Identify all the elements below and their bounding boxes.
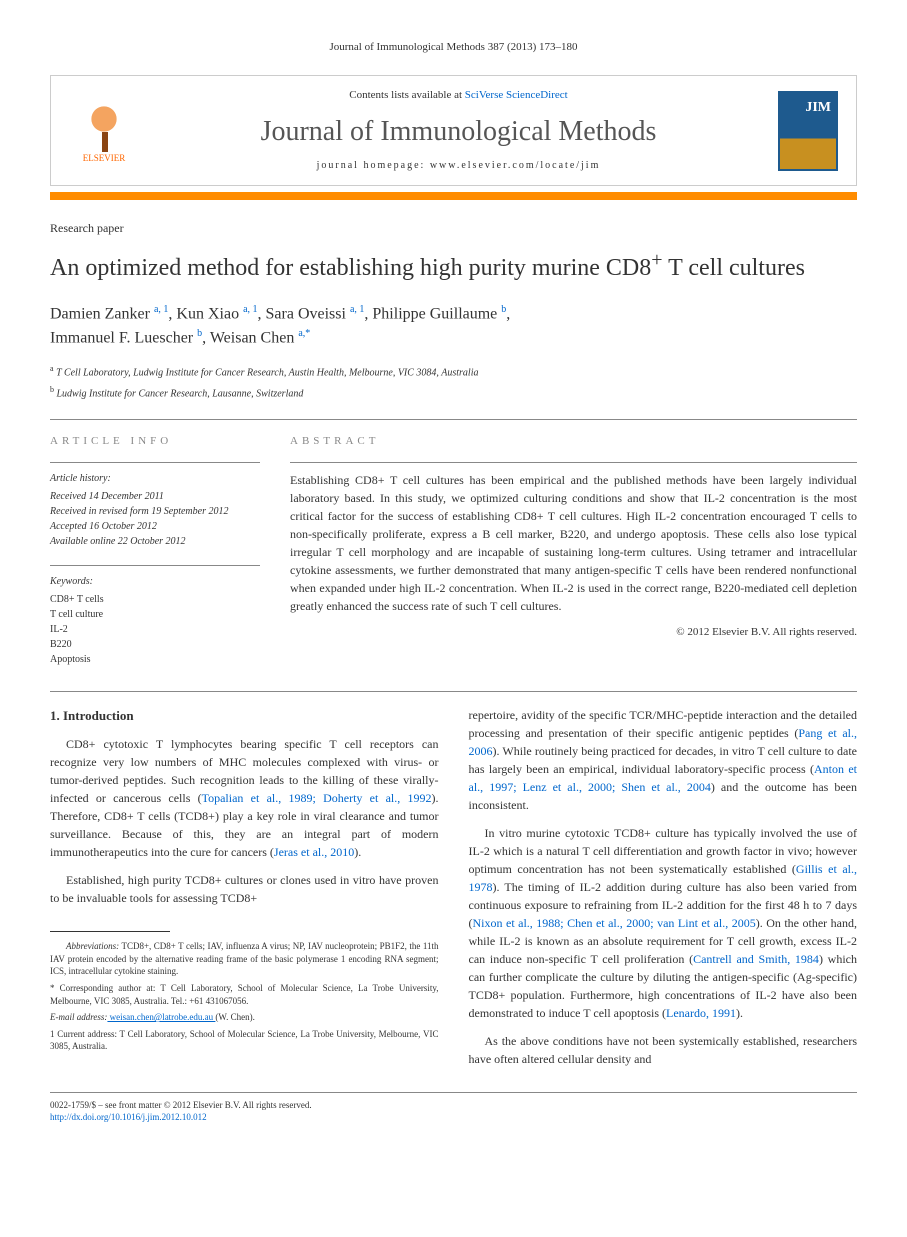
body-col-right: repertoire, avidity of the specific TCR/… xyxy=(469,706,858,1078)
author-1: Damien Zanker xyxy=(50,305,150,322)
journal-header-box: ELSEVIER Contents lists available at Sci… xyxy=(50,75,857,186)
abstract-label: ABSTRACT xyxy=(290,434,857,449)
p2-a: Established, high purity TCD8+ cultures … xyxy=(50,873,439,905)
affil-b-text: Ludwig Institute for Cancer Research, La… xyxy=(57,388,304,399)
article-info-col: ARTICLE INFO Article history: Received 1… xyxy=(50,434,260,666)
title-sup: + xyxy=(651,249,662,271)
curr-label: 1 Current address: xyxy=(50,1029,120,1039)
issn-line: 0022-1759/$ – see front matter © 2012 El… xyxy=(50,1099,857,1112)
footnotes: Abbreviations: TCD8+, CD8+ T cells; IAV,… xyxy=(50,940,439,1053)
title-pre: An optimized method for establishing hig… xyxy=(50,255,651,281)
doi-link[interactable]: http://dx.doi.org/10.1016/j.jim.2012.10.… xyxy=(50,1112,207,1122)
affil-a-text: T Cell Laboratory, Ludwig Institute for … xyxy=(56,367,478,378)
article-history: Article history: Received 14 December 20… xyxy=(50,471,260,549)
fn-corresponding: * Corresponding author at: T Cell Labora… xyxy=(50,982,439,1007)
footnote-divider xyxy=(50,931,170,932)
bottom-info: 0022-1759/$ – see front matter © 2012 El… xyxy=(50,1099,857,1124)
corresponding-star: * xyxy=(305,328,310,339)
email-suffix: (W. Chen). xyxy=(215,1012,254,1022)
p1-c: ). xyxy=(354,845,361,859)
received-date: Received 14 December 2011 xyxy=(50,491,164,502)
contents-prefix: Contents lists available at xyxy=(349,89,464,101)
intro-heading: 1. Introduction xyxy=(50,706,439,726)
abstract-text: Establishing CD8+ T cell cultures has be… xyxy=(290,471,857,615)
kw-4: B220 xyxy=(50,639,72,650)
keywords-label: Keywords: xyxy=(50,574,260,589)
homepage-url: www.elsevier.com/locate/jim xyxy=(430,160,601,171)
kw-2: T cell culture xyxy=(50,609,103,620)
cite-cantrell[interactable]: Cantrell and Smith, 1984 xyxy=(693,952,819,966)
p3-b: ). While routinely being practiced for d… xyxy=(469,744,858,776)
author-3-affil: a, 1 xyxy=(350,304,364,315)
article-info-label: ARTICLE INFO xyxy=(50,434,260,449)
homepage-prefix: journal homepage: xyxy=(317,160,430,171)
author-2-affil: a, 1 xyxy=(243,304,257,315)
abstract-copyright: © 2012 Elsevier B.V. All rights reserved… xyxy=(290,625,857,640)
intro-p2: Established, high purity TCD8+ cultures … xyxy=(50,871,439,907)
cite-lenardo[interactable]: Lenardo, 1991 xyxy=(666,1006,736,1020)
kw-3: IL-2 xyxy=(50,624,68,635)
intro-p5: As the above conditions have not been sy… xyxy=(469,1032,858,1068)
kw-1: CD8+ T cells xyxy=(50,594,104,605)
journal-cover-thumbnail xyxy=(778,91,838,171)
elsevier-logo: ELSEVIER xyxy=(69,91,139,171)
intro-p1: CD8+ cytotoxic T lymphocytes bearing spe… xyxy=(50,735,439,861)
abbrev-label: Abbreviations: xyxy=(66,941,119,951)
article-title: An optimized method for establishing hig… xyxy=(50,247,857,284)
kw-5: Apoptosis xyxy=(50,654,91,665)
author-4: Philippe Guillaume xyxy=(372,305,497,322)
body-columns: 1. Introduction CD8+ cytotoxic T lymphoc… xyxy=(50,706,857,1078)
bottom-divider xyxy=(50,1092,857,1093)
corr-label: * Corresponding author at: xyxy=(50,983,160,993)
elsevier-tree-icon xyxy=(79,97,129,152)
abstract-col: ABSTRACT Establishing CD8+ T cell cultur… xyxy=(290,434,857,666)
author-5: Immanuel F. Luescher xyxy=(50,330,193,347)
author-list: Damien Zanker a, 1, Kun Xiao a, 1, Sara … xyxy=(50,302,857,351)
revised-date: Received in revised form 19 September 20… xyxy=(50,506,228,517)
contents-line: Contents lists available at SciVerse Sci… xyxy=(139,88,778,103)
title-post: T cell cultures xyxy=(663,255,805,281)
keywords: Keywords: CD8+ T cells T cell culture IL… xyxy=(50,574,260,667)
intro-p4: In vitro murine cytotoxic TCD8+ culture … xyxy=(469,824,858,1022)
intro-p3: repertoire, avidity of the specific TCR/… xyxy=(469,706,858,814)
fn-abbrev: Abbreviations: TCD8+, CD8+ T cells; IAV,… xyxy=(50,940,439,978)
p4-e: ). xyxy=(736,1006,743,1020)
author-1-affil: a, 1 xyxy=(154,304,168,315)
affiliation-a: a T Cell Laboratory, Ludwig Institute fo… xyxy=(50,363,857,380)
divider-top xyxy=(50,419,857,420)
cite-jeras[interactable]: Jeras et al., 2010 xyxy=(274,845,354,859)
divider-mid xyxy=(50,691,857,692)
affiliation-b: b Ludwig Institute for Cancer Research, … xyxy=(50,384,857,401)
accepted-date: Accepted 16 October 2012 xyxy=(50,521,157,532)
journal-center: Contents lists available at SciVerse Sci… xyxy=(139,88,778,173)
fn-email: E-mail address: weisan.chen@latrobe.edu.… xyxy=(50,1011,439,1024)
author-6: Weisan Chen xyxy=(210,330,294,347)
email-link[interactable]: weisan.chen@latrobe.edu.au xyxy=(107,1012,215,1022)
cite-topalian[interactable]: Topalian et al., 1989; Doherty et al., 1… xyxy=(202,791,432,805)
author-3: Sara Oveissi xyxy=(266,305,346,322)
running-header: Journal of Immunological Methods 387 (20… xyxy=(50,40,857,55)
author-2: Kun Xiao xyxy=(176,305,239,322)
paper-type: Research paper xyxy=(50,220,857,237)
author-5-affil: b xyxy=(197,328,202,339)
elsevier-label: ELSEVIER xyxy=(83,152,126,165)
body-col-left: 1. Introduction CD8+ cytotoxic T lymphoc… xyxy=(50,706,439,1078)
history-label: Article history: xyxy=(50,471,260,486)
journal-name: Journal of Immunological Methods xyxy=(139,112,778,151)
email-label: E-mail address: xyxy=(50,1012,107,1022)
sciencedirect-link[interactable]: SciVerse ScienceDirect xyxy=(465,89,568,101)
homepage-line: journal homepage: www.elsevier.com/locat… xyxy=(139,159,778,173)
fn-current-addr: 1 Current address: T Cell Laboratory, Sc… xyxy=(50,1028,439,1053)
info-abstract-row: ARTICLE INFO Article history: Received 1… xyxy=(50,434,857,666)
cite-nixon[interactable]: Nixon et al., 1988; Chen et al., 2000; v… xyxy=(473,916,756,930)
author-4-affil: b xyxy=(501,304,506,315)
orange-divider-bar xyxy=(50,192,857,200)
online-date: Available online 22 October 2012 xyxy=(50,536,186,547)
